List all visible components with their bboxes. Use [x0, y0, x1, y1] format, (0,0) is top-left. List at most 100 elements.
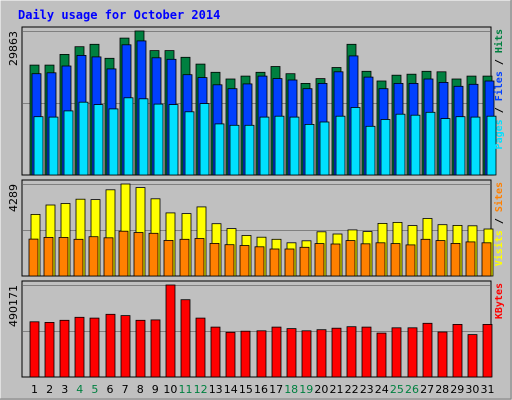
- legend-item-files: Files: [493, 71, 505, 101]
- x-tick-day-12: 12: [194, 383, 208, 396]
- bar-kbytes-day-22: [346, 326, 357, 378]
- bar-kbytes-day-7: [120, 315, 131, 378]
- bar-pages-day-15: [244, 124, 255, 176]
- x-tick-day-1: 1: [31, 383, 38, 396]
- x-tick-day-3: 3: [61, 383, 68, 396]
- x-tick-day-13: 13: [209, 383, 223, 396]
- x-tick-day-27: 27: [420, 383, 434, 396]
- bar-kbytes-day-3: [59, 319, 70, 378]
- bar-kbytes-day-14: [225, 331, 236, 378]
- bar-pages-day-10: [168, 104, 179, 176]
- bar-sites-day-5: [88, 236, 99, 277]
- bar-kbytes-day-29: [452, 323, 463, 378]
- bar-pages-day-7: [123, 97, 134, 176]
- x-tick-day-2: 2: [46, 383, 53, 396]
- bar-pages-day-29: [455, 116, 466, 176]
- x-tick-day-10: 10: [163, 383, 177, 396]
- bar-pages-day-20: [319, 121, 330, 176]
- legend-separator: /: [494, 212, 505, 230]
- bar-pages-day-14: [229, 124, 240, 176]
- x-axis-labels: 1 2 3 4 5 6 7 8 9 10 11 12 13 14 15 16 17 18 19 20 21 22 23 24 2…: [31, 383, 495, 396]
- x-tick-day-18: 18: [284, 383, 298, 396]
- x-tick-day-9: 9: [152, 383, 159, 396]
- bar-kbytes-day-2: [44, 321, 55, 378]
- legend-item-sites: Sites: [493, 182, 505, 212]
- bar-sites-day-18: [284, 248, 295, 277]
- bar-pages-day-11: [184, 111, 195, 176]
- bar-sites-day-22: [345, 240, 356, 277]
- bar-kbytes-day-28: [437, 331, 448, 378]
- bar-kbytes-day-20: [316, 329, 327, 378]
- bar-kbytes-day-19: [301, 330, 312, 378]
- bar-kbytes-day-8: [135, 319, 146, 378]
- x-tick-day-17: 17: [269, 383, 283, 396]
- bar-sites-day-14: [224, 244, 235, 277]
- x-tick-day-31: 31: [481, 383, 495, 396]
- chart-title: Daily usage for October 2014: [18, 8, 220, 22]
- bar-kbytes-day-11: [180, 299, 191, 378]
- bar-kbytes-day-17: [271, 326, 282, 378]
- bar-sites-day-23: [360, 243, 371, 277]
- x-tick-day-19: 19: [299, 383, 313, 396]
- x-tick-day-20: 20: [314, 383, 328, 396]
- bar-pages-day-18: [289, 116, 300, 176]
- legend-item-hits: Hits: [493, 29, 505, 53]
- bar-kbytes-day-21: [331, 327, 342, 378]
- y-max-label-bot: 490171: [7, 285, 20, 327]
- bar-sites-day-21: [330, 243, 341, 277]
- bar-pages-day-28: [440, 118, 451, 176]
- bar-kbytes-day-24: [376, 332, 387, 378]
- bar-kbytes-day-12: [195, 317, 206, 378]
- x-tick-day-29: 29: [450, 383, 464, 396]
- bar-sites-day-10: [163, 239, 174, 277]
- bar-kbytes-day-13: [210, 326, 221, 378]
- y-axis-max-labels: 29863 4289 490171: [7, 31, 20, 327]
- bar-kbytes-day-25: [391, 327, 402, 378]
- bar-kbytes-day-1: [29, 321, 40, 378]
- bar-kbytes-day-18: [286, 328, 297, 378]
- bar-pages-day-5: [93, 104, 104, 176]
- bar-sites-day-1: [28, 238, 39, 277]
- legend-item-visits: Visits: [493, 230, 505, 266]
- x-tick-day-6: 6: [107, 383, 114, 396]
- bar-sites-day-3: [58, 236, 69, 277]
- bar-sites-day-17: [269, 248, 280, 277]
- bar-sites-day-6: [103, 237, 114, 277]
- x-tick-day-7: 7: [122, 383, 129, 396]
- legend-separator: /: [494, 53, 505, 71]
- bar-pages-day-21: [335, 115, 346, 176]
- bar-kbytes-day-10: [165, 284, 176, 378]
- bar-kbytes-day-26: [407, 327, 418, 378]
- bar-pages-day-4: [78, 101, 89, 176]
- bar-sites-day-27: [420, 238, 431, 277]
- bar-kbytes-day-4: [74, 316, 85, 378]
- x-tick-day-23: 23: [360, 383, 374, 396]
- bar-sites-day-28: [435, 240, 446, 277]
- legend-separator: /: [494, 101, 505, 119]
- bar-pages-day-26: [410, 114, 421, 176]
- bar-pages-day-13: [214, 123, 225, 176]
- bar-kbytes-day-6: [105, 313, 116, 378]
- bar-kbytes-day-23: [361, 326, 372, 378]
- bar-sites-day-16: [254, 246, 265, 277]
- bar-pages-day-2: [48, 116, 59, 176]
- legends: Pages / Files / Hits Visits / Sites KBytes: [493, 29, 505, 319]
- bar-kbytes-day-16: [256, 330, 267, 378]
- bar-kbytes-day-30: [467, 334, 478, 378]
- bar-sites-day-8: [133, 232, 144, 277]
- x-tick-day-30: 30: [465, 383, 479, 396]
- bar-pages-day-9: [153, 103, 164, 176]
- bar-pages-day-25: [395, 113, 406, 176]
- legend-bot: KBytes: [494, 283, 505, 319]
- bar-pages-day-19: [304, 124, 315, 176]
- bar-sites-day-30: [465, 241, 476, 277]
- legend-mid: Visits / Sites: [493, 182, 505, 266]
- bar-pages-day-22: [350, 107, 361, 176]
- bar-kbytes-day-5: [89, 317, 100, 378]
- bar-pages-day-3: [63, 110, 74, 176]
- bar-sites-day-24: [375, 242, 386, 277]
- bar-pages-day-1: [33, 116, 44, 176]
- bar-sites-day-19: [299, 246, 310, 277]
- x-tick-day-14: 14: [224, 383, 238, 396]
